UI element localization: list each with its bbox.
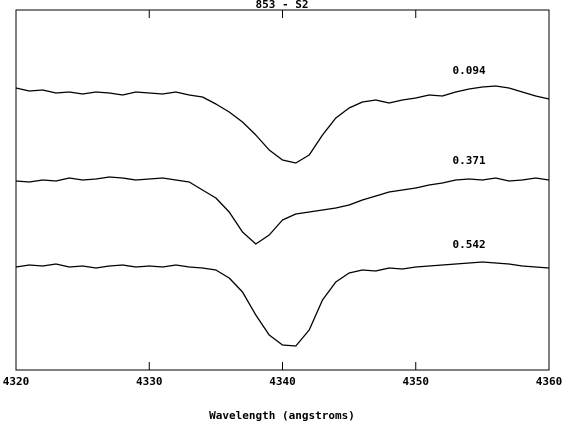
spectrum-line (15, 176, 550, 245)
series-label: 0.371 (452, 154, 485, 167)
x-tick-label: 4360 (536, 375, 563, 388)
x-tick-label: 4340 (269, 375, 296, 388)
chart-title: 853 - S2 (256, 0, 309, 11)
spectrum-line (15, 261, 550, 347)
x-tick-label: 4320 (3, 375, 30, 388)
series-label: 0.542 (452, 238, 485, 251)
series-label: 0.094 (452, 64, 485, 77)
x-tick-label: 4330 (136, 375, 163, 388)
x-tick-label: 4350 (403, 375, 430, 388)
spectrum-line (15, 85, 550, 164)
x-axis-label: Wavelength (angstroms) (209, 409, 355, 422)
